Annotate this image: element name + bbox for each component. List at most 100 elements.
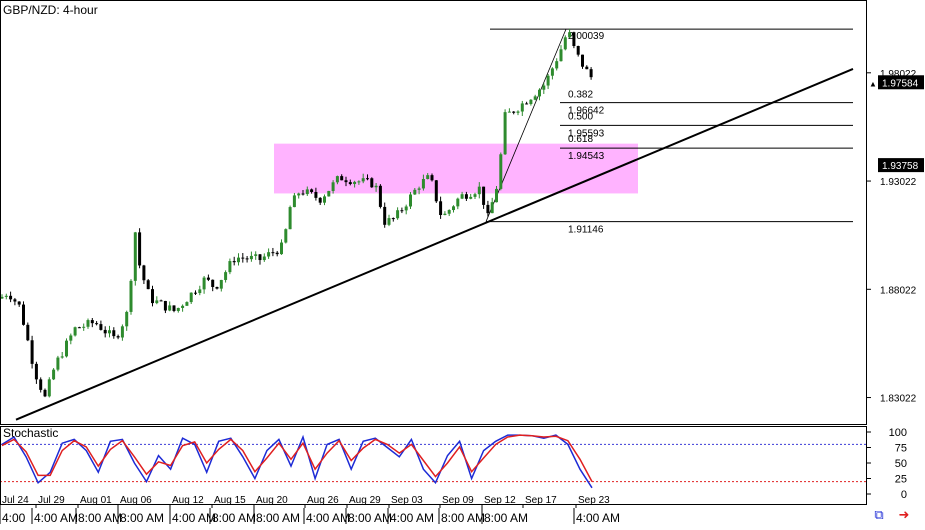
time-label: 4:00 AM <box>576 511 620 525</box>
candle-body <box>39 379 43 390</box>
candle-body <box>189 292 193 303</box>
candle-body <box>194 292 197 294</box>
candle-body <box>486 204 490 214</box>
candle-body <box>47 379 51 397</box>
candle-body <box>271 252 275 254</box>
candle-body <box>344 180 348 183</box>
candle-body <box>155 300 159 304</box>
candle-body <box>275 252 279 255</box>
time-label: 4:00 AM <box>306 511 350 525</box>
candle-body <box>361 178 365 182</box>
candle-body <box>305 189 309 195</box>
candle-body <box>4 295 8 297</box>
candle-body <box>495 188 498 203</box>
candle-body <box>456 198 460 207</box>
fib-price-label: 2.00039 <box>568 31 605 42</box>
stoch-tick-label: 50 <box>895 458 907 470</box>
candle-body <box>366 178 369 180</box>
link-icon[interactable]: ⧉ <box>874 508 884 523</box>
time-label: 8:00 AM <box>348 511 392 525</box>
marker-price-label: 1.93758 <box>882 161 919 172</box>
date-label: Aug 26 <box>307 495 339 506</box>
candle-body <box>477 186 481 195</box>
time-label: 8:00 AM <box>441 511 485 525</box>
candle-body <box>202 277 206 290</box>
candle-body <box>447 210 451 214</box>
candle-body <box>43 389 47 397</box>
candle-body <box>26 324 30 341</box>
candle-body <box>13 299 17 302</box>
candle-body <box>120 326 124 338</box>
date-label: Sep 17 <box>525 495 557 506</box>
candle-body <box>245 258 249 260</box>
candle-body <box>69 335 73 341</box>
candle-body <box>469 196 473 199</box>
candle-body <box>503 112 507 155</box>
price-tick-label: 1.98022 <box>880 69 917 80</box>
date-label: Jul 24 <box>2 495 29 506</box>
current-price-arrow-icon: ▲ <box>869 79 877 88</box>
date-label: Aug 12 <box>172 495 204 506</box>
candle-body <box>391 218 395 220</box>
price-panel-border <box>0 0 867 425</box>
candle-body <box>116 336 120 338</box>
candle-body <box>550 68 554 76</box>
candle-body <box>17 301 21 305</box>
candle-body <box>262 256 266 261</box>
time-label: 4:00 AM <box>390 511 434 525</box>
arrow-right-icon[interactable]: ➜ <box>898 508 910 523</box>
candle-body <box>129 280 133 312</box>
candle-body <box>426 175 430 180</box>
candle-body <box>52 369 56 380</box>
candle-body <box>413 189 417 195</box>
candle-body <box>331 182 335 191</box>
candle-body <box>581 54 584 67</box>
candle-body <box>90 320 94 324</box>
candle-body <box>211 279 215 287</box>
candle-body <box>348 182 352 185</box>
candle-body <box>108 330 111 334</box>
candle-body <box>370 178 374 188</box>
candle-body <box>353 181 357 185</box>
candle-body <box>224 272 228 280</box>
time-label: 8:00 AM <box>256 511 300 525</box>
date-label: Sep 23 <box>578 495 610 506</box>
time-label: 8:00 AM <box>78 511 122 525</box>
candle-body <box>73 327 77 336</box>
candle-body <box>464 194 468 199</box>
date-label: Aug 01 <box>80 495 112 506</box>
candle-body <box>172 305 176 311</box>
candle-body <box>0 296 4 299</box>
time-label: 8:00 AM <box>484 511 528 525</box>
candle-body <box>434 180 438 202</box>
date-label: Aug 15 <box>214 495 246 506</box>
time-label: 4:00 <box>2 511 26 525</box>
candle-body <box>142 265 146 281</box>
candle-body <box>82 326 86 328</box>
candle-body <box>374 185 378 188</box>
candle-body <box>151 289 154 304</box>
candle-body <box>99 324 103 330</box>
candle-body <box>232 261 236 263</box>
candle-body <box>168 305 172 311</box>
candle-body <box>34 363 38 380</box>
candle-body <box>249 255 253 260</box>
candle-body <box>22 304 25 325</box>
date-label: Sep 12 <box>484 495 516 506</box>
candle-body <box>482 186 486 205</box>
candle-body <box>9 295 13 300</box>
stoch-tick-label: 75 <box>895 443 907 455</box>
candle-body <box>284 229 288 243</box>
candle-body <box>267 252 271 257</box>
candle-body <box>125 311 129 327</box>
date-label: Aug 20 <box>256 495 288 506</box>
candle-body <box>555 61 559 69</box>
candle-body <box>112 330 116 337</box>
fib-diagonal <box>485 28 567 222</box>
candle-body <box>589 69 593 78</box>
time-label: 8:00 AM <box>212 511 256 525</box>
candle-body <box>310 189 314 192</box>
date-label: Jul 29 <box>38 495 65 506</box>
